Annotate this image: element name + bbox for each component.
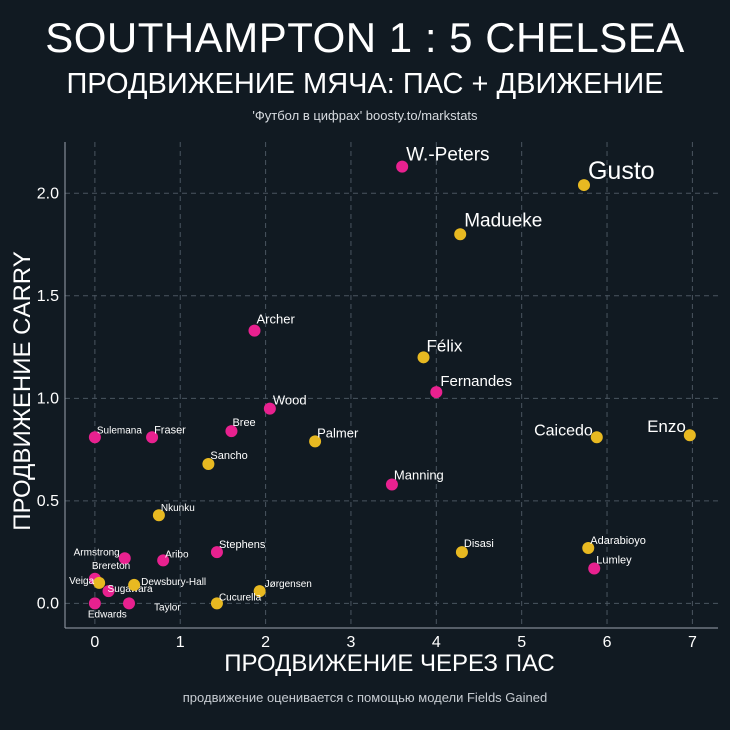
- point-j-rgensen: [253, 585, 266, 598]
- point-label-archer: Archer: [256, 312, 295, 327]
- point-label-disasi: Disasi: [464, 538, 494, 550]
- y-tick-label: 0.5: [37, 493, 59, 510]
- point-label-fraser: Fraser: [154, 424, 186, 436]
- point-cucurella: [210, 597, 223, 610]
- x-tick-label: 5: [517, 634, 526, 651]
- point-dewsbury-hall: [128, 578, 141, 591]
- source-credit: 'Футбол в цифрах' boosty.to/markstats: [252, 108, 478, 123]
- point-label-stephens: Stephens: [219, 539, 266, 551]
- point-label-palmer: Palmer: [317, 425, 359, 440]
- point-edwards: [88, 597, 101, 610]
- point-label-manning: Manning: [394, 467, 444, 482]
- point-label-aribo: Aribo: [165, 549, 189, 560]
- point-label-sugawara: Sugawara: [108, 584, 153, 595]
- point-sugawara: [102, 585, 115, 598]
- point-label-adarabioyo: Adarabioyo: [590, 535, 646, 547]
- point-label-brereton: Brereton: [92, 561, 130, 572]
- point-label-armstrong: Armstrong: [74, 547, 120, 558]
- point-bree: [225, 425, 238, 438]
- y-tick-label: 1.5: [37, 288, 59, 305]
- point-label-fernandes: Fernandes: [440, 373, 512, 390]
- point-label-veiga: Veiga: [69, 576, 94, 587]
- x-tick-label: 3: [347, 634, 356, 651]
- point-label-madueke: Madueke: [464, 210, 542, 231]
- x-tick-label: 4: [432, 634, 441, 651]
- point-label-nkunku: Nkunku: [161, 503, 195, 514]
- point-nkunku: [152, 509, 165, 522]
- point-caicedo: [590, 431, 603, 444]
- y-tick-label: 0.0: [37, 595, 59, 612]
- point-label-f-lix: Félix: [427, 336, 463, 355]
- footnote: продвижение оценивается с помощью модели…: [182, 690, 548, 705]
- point-w-peters: [396, 160, 409, 173]
- point-label-j-rgensen: Jørgensen: [265, 579, 312, 590]
- point-label-cucurella: Cucurella: [219, 592, 262, 603]
- point-label-wood: Wood: [273, 393, 307, 408]
- point-stephens: [210, 546, 223, 559]
- x-tick-label: 6: [603, 634, 612, 651]
- x-tick-label: 1: [176, 634, 185, 651]
- point-label-dewsbury-hall: Dewsbury-Hall: [141, 577, 206, 588]
- point-label-w-peters: W.-Peters: [406, 145, 489, 166]
- point-fernandes: [430, 386, 443, 399]
- x-axis-title: ПРОДВИЖЕНИЕ ЧЕРЕЗ ПАС: [224, 650, 555, 677]
- point-wood: [263, 402, 276, 415]
- point-fraser: [146, 431, 159, 444]
- x-tick-label: 7: [688, 634, 697, 651]
- point-enzo: [683, 429, 696, 442]
- point-label-bree: Bree: [232, 417, 255, 429]
- point-disasi: [455, 546, 468, 559]
- point-label-sancho: Sancho: [210, 450, 247, 462]
- point-label-enzo: Enzo: [647, 417, 686, 436]
- point-palmer: [309, 435, 322, 448]
- point-madueke: [454, 228, 467, 241]
- x-tick-label: 0: [90, 634, 99, 651]
- point-lumley: [588, 562, 601, 575]
- point-label-edwards: Edwards: [88, 609, 127, 620]
- point-taylor: [123, 597, 136, 610]
- point-veiga: [93, 576, 106, 589]
- point-sancho: [202, 457, 215, 470]
- y-tick-label: 2.0: [37, 185, 59, 202]
- point-label-taylor: Taylor: [154, 602, 181, 613]
- point-aribo: [157, 554, 170, 567]
- point-armstrong: [118, 552, 131, 565]
- chart-title: SOUTHAMPTON 1 : 5 CHELSEA: [45, 14, 685, 61]
- point-label-sulemana: Sulemana: [97, 425, 142, 436]
- point-label-caicedo: Caicedo: [534, 422, 593, 439]
- point-manning: [385, 478, 398, 491]
- point-label-lumley: Lumley: [596, 555, 632, 567]
- point-adarabioyo: [582, 542, 595, 555]
- y-tick-label: 1.0: [37, 390, 59, 407]
- point-label-gusto: Gusto: [588, 157, 655, 185]
- point-sulemana: [88, 431, 101, 444]
- point-f-lix: [417, 351, 430, 364]
- point-gusto: [577, 179, 590, 192]
- chart-subtitle: ПРОДВИЖЕНИЕ МЯЧА: ПАС + ДВИЖЕНИЕ: [66, 68, 664, 100]
- point-archer: [248, 324, 261, 337]
- x-tick-label: 2: [261, 634, 270, 651]
- y-axis-title: ПРОДВИЖЕНИЕ CARRY: [9, 251, 36, 530]
